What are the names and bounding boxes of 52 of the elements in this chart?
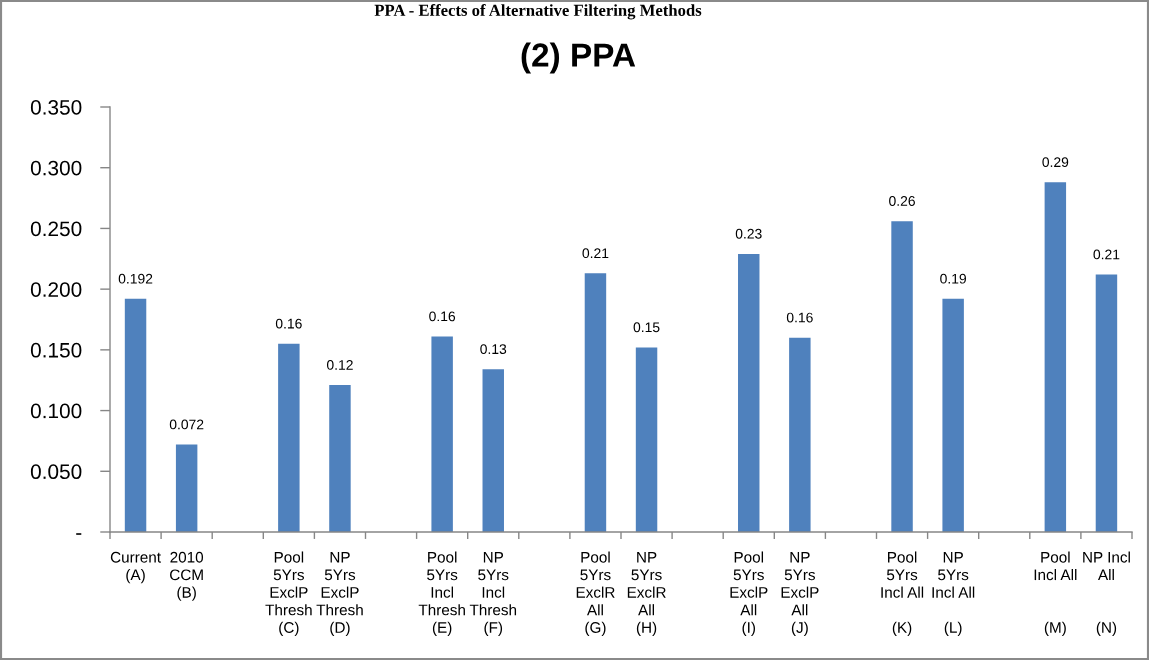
chart-title: (2) PPA	[521, 42, 636, 74]
bar	[738, 253, 760, 532]
y-tick-label: 0.100	[30, 403, 82, 419]
bar	[1044, 182, 1067, 532]
data-label: 0.16	[429, 311, 456, 322]
x-tick-label: Pool 5Yrs Incl Thresh (E)	[418, 551, 465, 636]
bar	[789, 337, 811, 532]
category-label: NP Incl All (N)	[1083, 551, 1130, 636]
x-tick-label: NP 5Yrs ExclP Thresh (D)	[316, 552, 363, 636]
data-label: 0.29	[1042, 157, 1069, 168]
data-label: 0.192	[118, 273, 153, 284]
bar	[175, 444, 198, 532]
data-label: 0.23	[735, 228, 762, 239]
x-tick-label: NP 5Yrs ExclP All (J)	[781, 552, 819, 636]
x-tick-label: NP 5Yrs ExclR All (H)	[627, 552, 666, 636]
data-label: 0.19	[940, 273, 967, 284]
y-tick-label: 0.350	[30, 100, 82, 115]
x-tick-label: Pool 5Yrs ExclP Thresh (C)	[265, 551, 312, 636]
y-tick-label: 0.250	[30, 221, 82, 237]
data-label: 0.12	[326, 359, 353, 370]
data-label: 0.21	[582, 248, 609, 259]
category-label: Pool 5Yrs Incl All (K)	[881, 551, 924, 636]
bar	[942, 298, 964, 532]
bar	[124, 298, 147, 532]
x-tick-label: Current (A)	[110, 551, 161, 584]
bar	[482, 369, 504, 532]
x-tick-label: 2010 CCM (B)	[170, 551, 204, 601]
data-label: 0.26	[889, 196, 915, 206]
data-label: 0.15	[633, 322, 660, 333]
bar	[329, 385, 351, 532]
data-label: 0.13	[480, 344, 507, 355]
bar	[278, 343, 300, 532]
text: PPA - Effects of Alternative Filtering Methods	[374, 4, 702, 20]
y-tick-label: 0.050	[30, 464, 82, 480]
x-tick-label: Pool 5Yrs ExclP All (I)	[730, 551, 768, 636]
x-tick-label: Pool 5Yrs ExclR All (G)	[576, 551, 615, 636]
bar	[1095, 274, 1118, 532]
y-tick-label: 0.200	[30, 282, 82, 297]
x-tick-label: NP 5Yrs Incl Thresh (F)	[469, 552, 517, 636]
bar	[431, 336, 453, 532]
data-label: 0.16	[786, 312, 813, 323]
data-label: 0.072	[169, 419, 204, 430]
category-label: NP 5Yrs Incl All (L)	[932, 552, 975, 636]
data-label: 0.21	[1093, 249, 1120, 260]
y-tick-label: -	[76, 533, 82, 535]
y-tick-label: 0.150	[30, 342, 82, 358]
y-tick-label: 0.300	[30, 160, 82, 176]
bar	[635, 347, 658, 532]
category-label: Pool Incl All (M)	[1034, 551, 1077, 636]
bar	[891, 221, 913, 532]
data-label: 0.16	[275, 318, 302, 329]
bar	[584, 273, 607, 532]
